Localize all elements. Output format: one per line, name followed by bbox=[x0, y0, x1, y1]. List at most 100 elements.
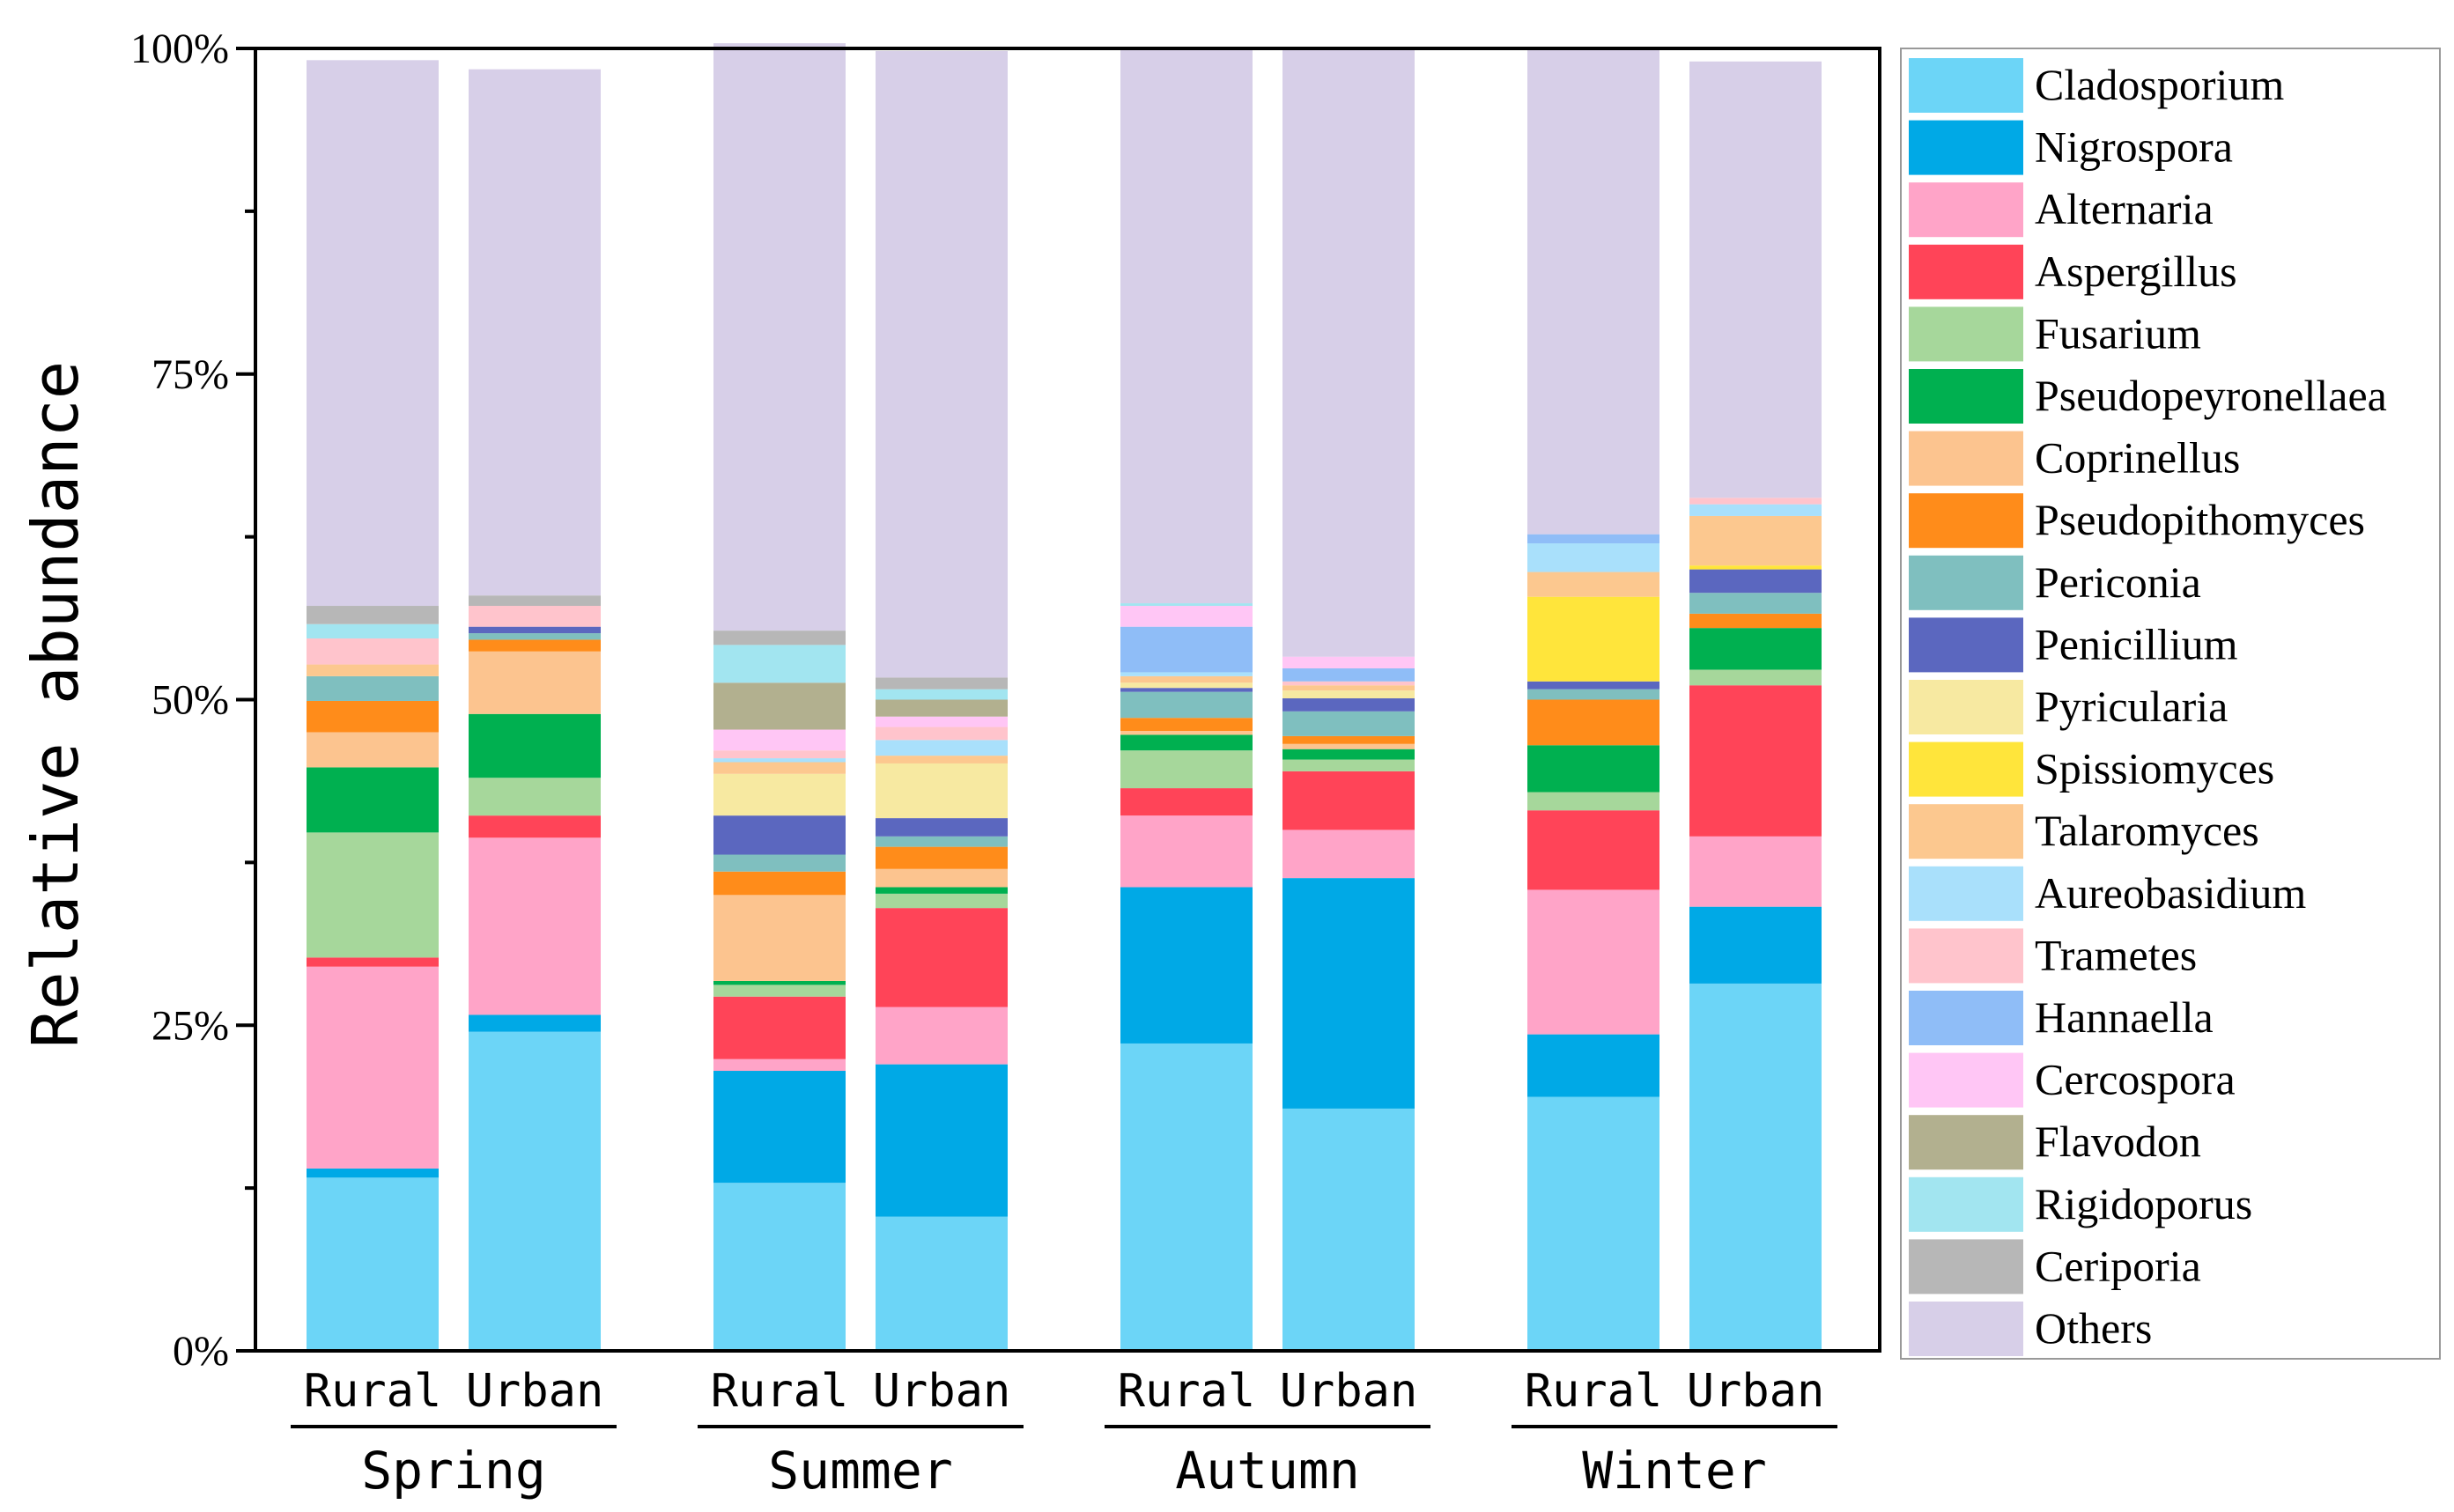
legend-swatch bbox=[1907, 740, 2025, 799]
y-tick-label: 75% bbox=[152, 351, 229, 398]
bar-segment-pseudopeyronellaea bbox=[713, 980, 846, 985]
bar-segment-ceriporia bbox=[713, 631, 846, 645]
bar-segment-ceriporia bbox=[469, 595, 601, 607]
bar-segment-aureobasidium bbox=[713, 758, 846, 763]
bar-segment-others bbox=[469, 69, 601, 596]
bar-segment-others bbox=[713, 43, 846, 631]
bar-label-rural: Rural bbox=[304, 1365, 442, 1418]
y-tick-label: 25% bbox=[152, 1002, 229, 1049]
bar-segment-others bbox=[1120, 48, 1253, 604]
bar-segment-flavodon bbox=[876, 699, 1008, 717]
bar-segment-pseudopeyronellaea bbox=[1120, 734, 1253, 751]
bar-segment-coprinellus bbox=[307, 732, 439, 768]
bar-segment-nigrospora bbox=[307, 1168, 439, 1178]
bar-segment-talaromyces bbox=[713, 762, 846, 774]
bar-segment-coprinellus bbox=[1120, 730, 1253, 735]
bar-segment-fusarium bbox=[713, 985, 846, 997]
legend-swatch bbox=[1907, 926, 2025, 985]
bar-segment-fusarium bbox=[1282, 759, 1415, 771]
bar-segment-pseudopeyronellaea bbox=[1527, 745, 1659, 793]
bar-segment-aspergillus bbox=[1282, 771, 1415, 830]
bar-segment-fusarium bbox=[469, 778, 601, 816]
bar-segment-fusarium bbox=[1527, 792, 1659, 811]
bar-segment-fusarium bbox=[307, 832, 439, 958]
bar-segment-nigrospora bbox=[1120, 887, 1253, 1044]
bar-segment-cladosporium bbox=[1689, 983, 1822, 1351]
bar-segment-periconia bbox=[307, 675, 439, 701]
bar-segment-aureobasidium bbox=[1689, 504, 1822, 516]
legend-swatch bbox=[1907, 864, 2025, 923]
bar-segment-pseudopeyronellaea bbox=[469, 713, 601, 778]
bar-segment-trametes bbox=[876, 726, 1008, 741]
bar-segment-nigrospora bbox=[1527, 1034, 1659, 1097]
bar-segment-alternaria bbox=[713, 1058, 846, 1072]
bar-segment-periconia bbox=[1120, 691, 1253, 719]
bar-segment-coprinellus bbox=[469, 651, 601, 714]
bar-segment-aspergillus bbox=[876, 908, 1008, 1007]
bar-segment-cercospora bbox=[876, 716, 1008, 727]
bar-segment-alternaria bbox=[1282, 830, 1415, 879]
bar-segment-periconia bbox=[1527, 689, 1659, 700]
bar-segment-cladosporium bbox=[876, 1216, 1008, 1351]
legend-swatch bbox=[1907, 802, 2025, 861]
y-tick-label: 100% bbox=[130, 26, 229, 72]
bar-segment-aspergillus bbox=[1120, 788, 1253, 816]
legend-label: Penicillium bbox=[2035, 619, 2238, 668]
bar-segment-pyricularia bbox=[876, 763, 1008, 819]
y-tick-label: 0% bbox=[173, 1328, 229, 1375]
bar-segment-talaromyces bbox=[1689, 515, 1822, 566]
legend: Cladosporium Nigrospora Alternaria Aspergil… bbox=[1900, 48, 2441, 1360]
legend-label: Pseudopithomyces bbox=[2035, 495, 2365, 544]
bar-label-urban: Urban bbox=[873, 1365, 1011, 1418]
x-axis: Rural Urban Spring Rural Urban Summer Rural Urb… bbox=[291, 1365, 1837, 1501]
legend-swatch bbox=[1907, 553, 2025, 612]
bar-label-urban: Urban bbox=[1280, 1365, 1418, 1418]
legend-swatch bbox=[1907, 678, 2025, 736]
bar-segment-trametes bbox=[1282, 681, 1415, 686]
legend-label: Alternaria bbox=[2035, 184, 2214, 233]
legend-label: Cladosporium bbox=[2035, 60, 2284, 109]
bar-segment-trametes bbox=[713, 750, 846, 759]
group-label-summer: Summer bbox=[768, 1441, 953, 1501]
legend-swatch bbox=[1907, 1300, 2025, 1358]
bar-segment-pseudopeyronellaea bbox=[876, 887, 1008, 894]
legend-swatch bbox=[1907, 989, 2025, 1047]
bar-segment-rigidoporus bbox=[876, 689, 1008, 700]
bar-segment-aspergillus bbox=[1527, 810, 1659, 890]
legend-label: Fusarium bbox=[2035, 308, 2201, 358]
bar-segment-pyricularia bbox=[713, 773, 846, 816]
legend-swatch bbox=[1907, 305, 2025, 364]
bar-segment-cladosporium bbox=[469, 1031, 601, 1351]
legend-label: Others bbox=[2035, 1303, 2152, 1353]
bar-segment-penicillium bbox=[1282, 698, 1415, 712]
bar-segment-nigrospora bbox=[1282, 878, 1415, 1109]
bar-segment-periconia bbox=[876, 836, 1008, 847]
legend-label: Nigrospora bbox=[2035, 122, 2233, 172]
legend-label: Talaromyces bbox=[2035, 806, 2259, 855]
bar-segment-pseudopithomyces bbox=[469, 639, 601, 652]
legend-swatch bbox=[1907, 1113, 2025, 1172]
bar-segment-aureobasidium bbox=[1527, 543, 1659, 572]
bar-segment-coprinellus bbox=[876, 868, 1008, 888]
legend-swatch bbox=[1907, 56, 2025, 114]
bar-label-urban: Urban bbox=[466, 1365, 604, 1418]
bar-segment-trametes bbox=[469, 606, 601, 627]
legend-label: Aspergillus bbox=[2035, 247, 2237, 296]
bar-segment-others bbox=[1282, 49, 1415, 657]
legend-label: Flavodon bbox=[2035, 1117, 2201, 1166]
bar-segment-spissiomyces bbox=[1689, 565, 1822, 570]
bar-segment-fusarium bbox=[1120, 750, 1253, 789]
bar-segment-penicillium bbox=[1689, 569, 1822, 594]
legend-label: Aureobasidium bbox=[2035, 868, 2306, 918]
bar-segment-penicillium bbox=[876, 818, 1008, 837]
group-label-winter: Winter bbox=[1582, 1441, 1767, 1501]
bar-segment-trametes bbox=[307, 638, 439, 665]
legend-label: Pseudopeyronellaea bbox=[2035, 371, 2387, 420]
bar-segment-others bbox=[1527, 48, 1659, 535]
bar-segment-nigrospora bbox=[1689, 906, 1822, 984]
bar-segment-rigidoporus bbox=[713, 645, 846, 683]
bar-label-rural: Rural bbox=[1525, 1365, 1663, 1418]
bar-segment-trametes bbox=[1689, 498, 1822, 505]
bar-segment-nigrospora bbox=[713, 1071, 846, 1184]
bar-segment-hannaella bbox=[1527, 534, 1659, 544]
